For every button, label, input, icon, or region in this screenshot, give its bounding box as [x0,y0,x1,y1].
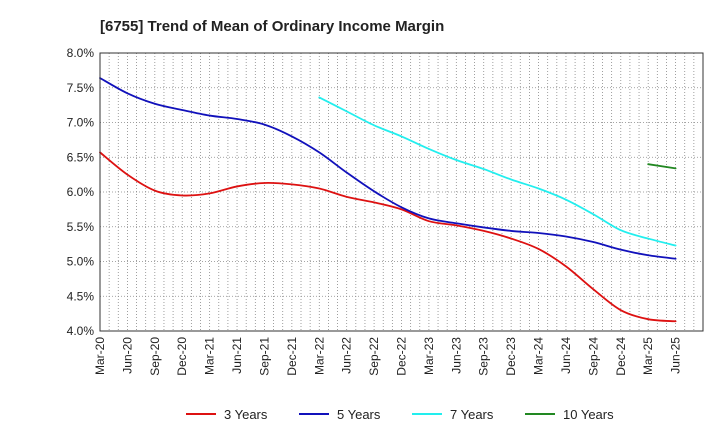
x-tick-label: Mar-23 [422,337,436,375]
legend-label: 7 Years [450,407,494,422]
series-line-5-years [99,77,677,260]
x-tick-label: Sep-22 [367,337,381,376]
legend-label: 3 Years [224,407,268,422]
x-tick-label: Jun-23 [449,337,463,374]
x-tick-label: Jun-20 [120,337,134,374]
x-tick-label: Dec-24 [614,337,628,376]
legend: 3 Years 5 Years 7 Years 10 Years [186,407,614,422]
x-tick-label: Jun-22 [340,337,354,374]
y-axis: 4.0% 4.5% 5.0% 5.5% 6.0% 6.5% 7.0% 7.5% 8.0% [67,46,95,338]
x-tick-label: Sep-24 [586,337,600,376]
series-line-10-years [647,163,677,170]
y-tick-label: 5.5% [67,220,95,234]
x-tick-label: Sep-20 [148,337,162,376]
x-tick-label: Mar-25 [641,337,655,375]
legend-label: 5 Years [337,407,381,422]
x-tick-label: Dec-23 [504,337,518,376]
legend-label: 10 Years [563,407,614,422]
y-tick-label: 5.0% [67,255,95,269]
x-tick-label: Dec-22 [395,337,409,376]
chart-title: [6755] Trend of Mean of Ordinary Income … [100,18,444,35]
series-line-7-years [318,96,677,247]
x-tick-label: Mar-20 [93,337,107,375]
x-tick-label: Dec-20 [175,337,189,376]
plot-frame [99,52,704,332]
x-tick-label: Jun-24 [559,337,573,374]
series-layer [99,77,677,323]
y-tick-label: 4.0% [67,324,95,338]
y-tick-label: 7.5% [67,81,95,95]
x-tick-label: Mar-22 [312,337,326,375]
grid [100,53,703,331]
x-tick-label: Mar-24 [532,337,546,375]
y-tick-label: 4.5% [67,289,95,303]
x-tick-label: Mar-21 [203,337,217,375]
x-tick-label: Dec-21 [285,337,299,376]
series-line-3-years [99,151,677,323]
y-tick-label: 8.0% [67,46,95,60]
y-tick-label: 7.0% [67,116,95,130]
y-tick-label: 6.5% [67,150,95,164]
x-axis: Mar-20 Jun-20 Sep-20 Dec-20 Mar-21 Jun-21 Sep-… [93,337,683,376]
x-tick-label: Sep-21 [257,337,271,376]
y-tick-label: 6.0% [67,185,95,199]
x-tick-label: Jun-21 [230,337,244,374]
x-tick-label: Sep-23 [477,337,491,376]
x-tick-label: Jun-25 [669,337,683,374]
